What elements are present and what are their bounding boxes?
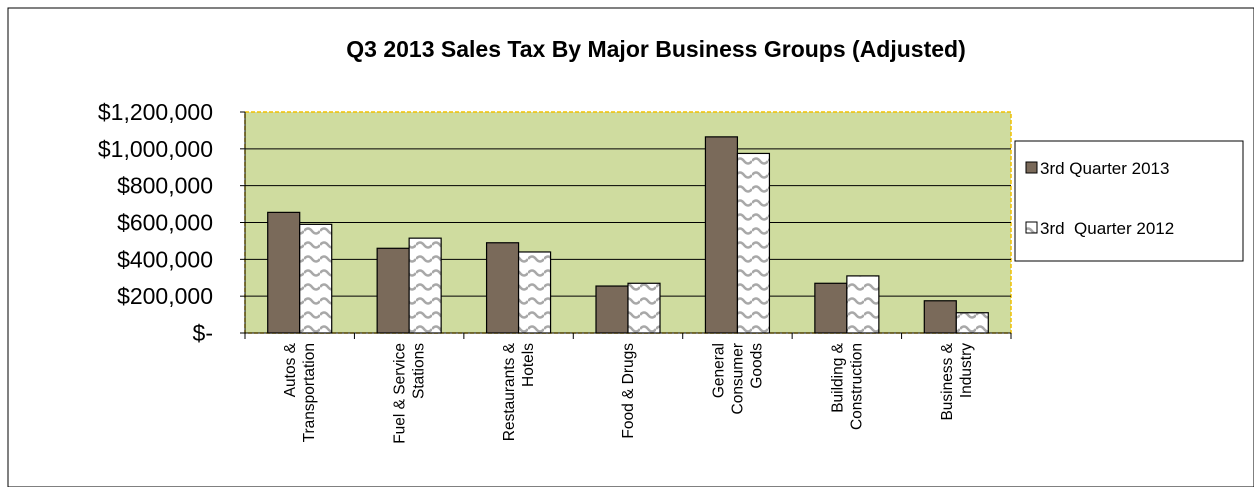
bar-2013	[485, 242, 520, 334]
legend-label-2013: 3rd Quarter 2013	[1040, 159, 1169, 178]
x-tick-label: Autos & Transportation	[282, 342, 318, 442]
bar-2013	[595, 285, 629, 334]
x-tick-label: Building & Construction	[829, 342, 865, 430]
y-tick-label: $1,000,000	[98, 136, 213, 162]
bar-2012	[299, 223, 333, 334]
bar-2013	[814, 282, 848, 334]
x-tick-label: Business & Industry	[939, 342, 975, 420]
bar-2012	[846, 275, 880, 334]
bar-2013	[923, 300, 957, 334]
bar-2012	[736, 152, 771, 334]
y-tick-label: $800,000	[117, 173, 213, 199]
y-tick-label: $1,200,000	[98, 99, 213, 125]
y-tick-label: $200,000	[117, 283, 213, 309]
y-tick-label: $600,000	[117, 210, 213, 236]
x-tick-label: General Consumer Goods	[710, 343, 765, 415]
y-tick-label: $400,000	[117, 246, 213, 272]
legend-swatch-2012	[1025, 221, 1038, 234]
bar-2013	[267, 211, 301, 334]
bar-2012	[408, 237, 442, 334]
bar-2013	[704, 136, 739, 334]
y-tick-label: $-	[193, 320, 213, 346]
x-axis-ticks: Autos & Transportation Fuel & Service Stati…	[244, 333, 1012, 444]
bar-2012	[517, 251, 552, 334]
bars	[267, 136, 989, 334]
legend-label-2012: 3rd Quarter 2012	[1040, 219, 1174, 238]
legend-box	[1014, 140, 1244, 262]
chart-title: Q3 2013 Sales Tax By Major Business Grou…	[346, 36, 966, 62]
x-tick-label: Restaurants & Hotels	[501, 342, 537, 441]
axes	[244, 112, 1011, 334]
bar-2013	[376, 247, 410, 334]
y-axis-ticks: $- $200,000 $400,000 $600,000 $800,000 $1,000…	[98, 99, 245, 346]
bar-2012	[955, 312, 989, 334]
legend: 3rd Quarter 2013 3rd Quarter 2012	[1014, 140, 1244, 262]
legend-swatch-2013	[1025, 161, 1038, 174]
x-tick-label: Fuel & Service Stations	[392, 343, 428, 444]
x-tick-label: Food & Drugs	[620, 343, 637, 439]
gridlines	[245, 148, 1011, 297]
bar-2012	[627, 282, 661, 334]
